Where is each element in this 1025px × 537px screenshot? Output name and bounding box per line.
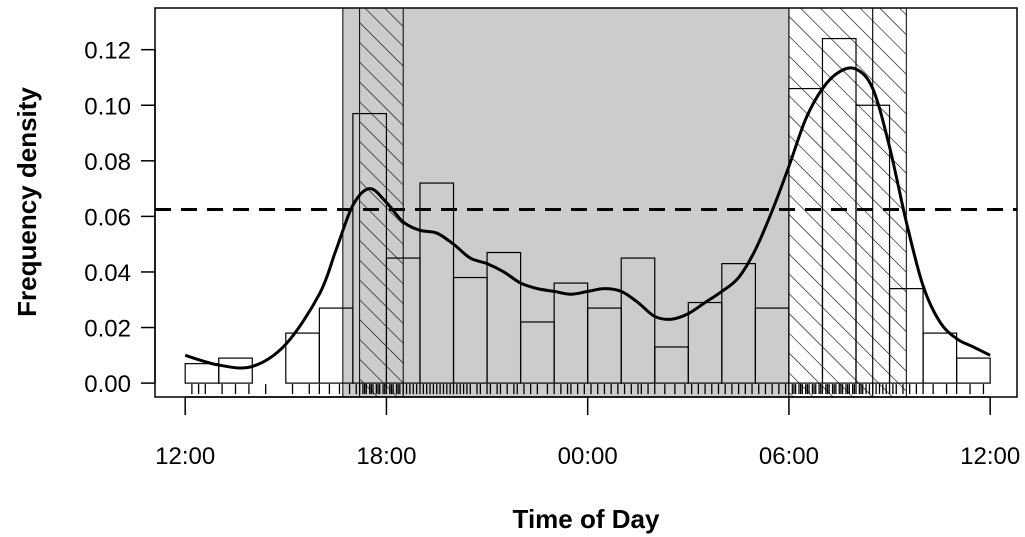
rug-marks [191,384,985,395]
y-axis-title: Frequency density [12,87,42,317]
y-tick-label-0: 0.00 [84,371,131,398]
histogram-bar-9 [486,251,522,384]
density-curve [184,66,991,370]
histogram-bar-13 [620,257,656,384]
histogram-bar-1 [218,357,253,384]
twilight-hatched-region-0 [359,8,404,397]
x-tick-label-0: 12:00 [155,443,215,470]
x-tick-label-3: 06:00 [759,443,819,470]
y-tick-label-1: 0.02 [84,316,131,343]
y-tick-label-2: 0.04 [84,260,131,287]
histogram-bar-5 [352,112,388,384]
y-tick-label-5: 0.10 [84,93,131,120]
histogram-bar-23 [956,357,991,384]
histogram-bar-20 [855,104,891,384]
shaded-regions [342,8,907,397]
y-tick-label-4: 0.08 [84,149,131,176]
x-axis-title: Time of Day [513,504,660,534]
histogram-bar-22 [922,332,958,384]
y-axis: 0.00 0.02 0.04 0.06 0.08 0.10 0.12 [84,38,156,398]
x-tick-label-2: 00:00 [558,443,618,470]
density-curve-group [184,66,991,370]
x-tick-label-1: 18:00 [356,443,416,470]
histogram-bar-0 [184,363,220,384]
x-tick-label-4: 12:00 [960,443,1020,470]
night-shaded-region [342,8,790,397]
twilight-hatched-region-1 [788,8,874,397]
histogram-bars [184,37,991,384]
y-tick-label-3: 0.06 [84,204,131,231]
y-tick-label-6: 0.12 [84,38,131,65]
x-axis: 12:00 18:00 00:00 06:00 12:00 [155,396,1020,470]
